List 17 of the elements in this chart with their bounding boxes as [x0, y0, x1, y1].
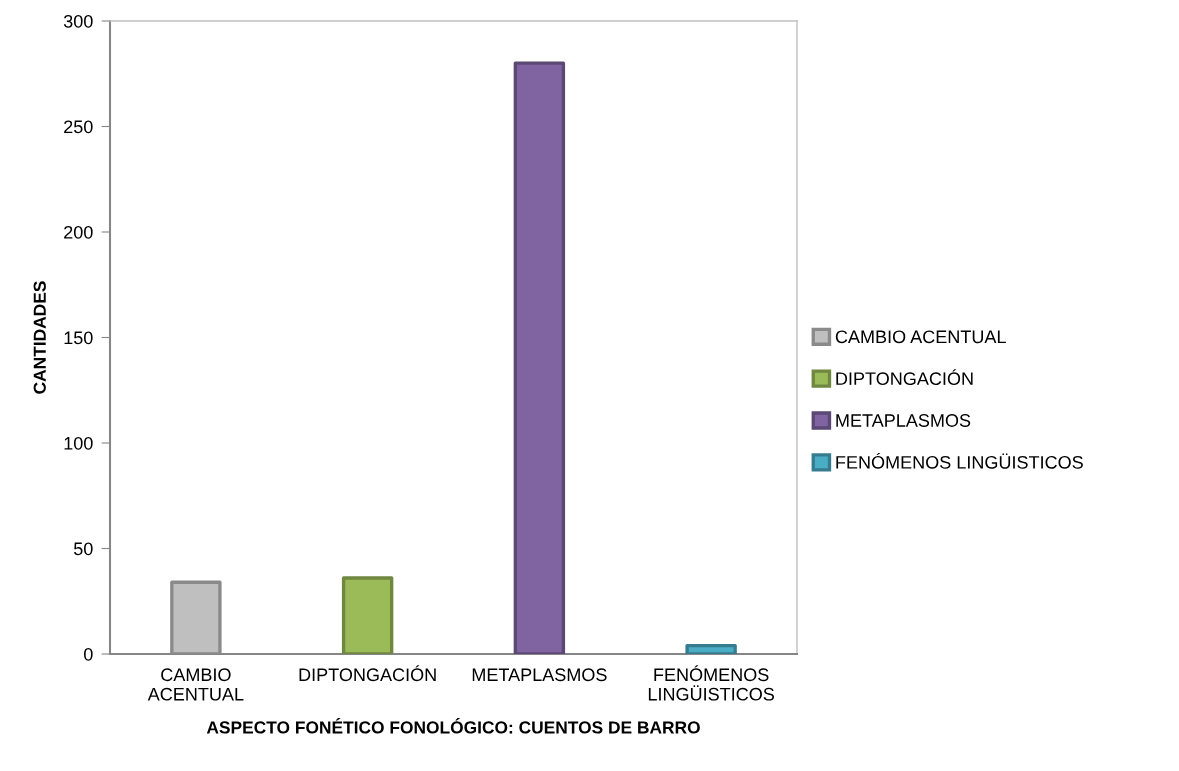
y-tick-label: 100	[64, 436, 93, 450]
y-tick-label: 250	[64, 120, 93, 134]
x-tick-label: FENÓMENOS LINGÜISTICOS	[648, 665, 774, 701]
y-tick-label: 50	[73, 542, 93, 556]
legend-label: FENÓMENOS LINGÜISTICOS	[836, 452, 1083, 469]
y-tick-label: 0	[84, 647, 93, 661]
legend-label: CAMBIO ACENTUAL	[835, 330, 1006, 344]
y-tick-label: 150	[64, 331, 93, 345]
y-axis-title: CANTIDADES	[33, 281, 46, 394]
legend-label: DIPTONGACIÓN	[836, 369, 973, 386]
x-tick-label: METAPLASMOS	[472, 668, 607, 682]
x-tick-label: CAMBIO ACENTUAL	[147, 668, 244, 701]
x-axis-title: ASPECTO FONÉTICO FONOLÓGICO: CUENTOS DE BARRO	[206, 718, 700, 734]
y-tick-label: 300	[63, 14, 93, 28]
x-tick-label: DIPTONGACIÓN	[299, 665, 436, 682]
legend-label: METAPLASMOS	[836, 414, 971, 427]
y-tick-label: 200	[64, 225, 93, 239]
